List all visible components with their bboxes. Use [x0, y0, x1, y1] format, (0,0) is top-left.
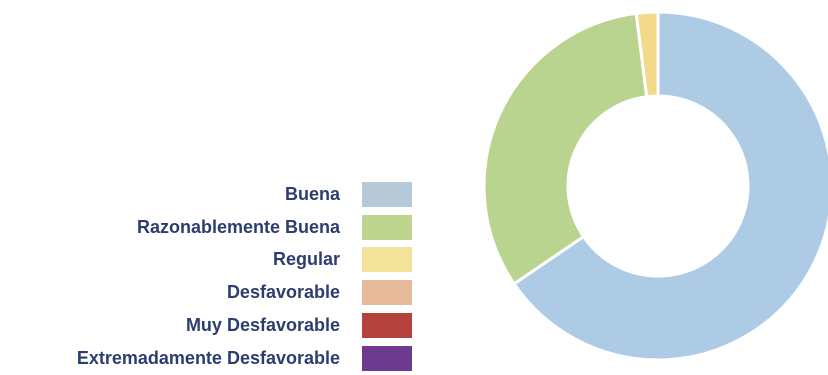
legend-item-extremadamente-desfavorable: Extremadamente Desfavorable [0, 342, 412, 375]
legend-item-regular: Regular [0, 244, 412, 277]
legend-swatch [362, 313, 412, 339]
legend-swatch [362, 280, 412, 306]
donut-slice-razonablemente-buena [482, 11, 649, 286]
legend-swatch [362, 181, 412, 207]
legend-swatch [362, 345, 412, 371]
legend-label: Extremadamente Desfavorable [76, 347, 340, 368]
legend-swatch [362, 214, 412, 240]
legend-label: Regular [272, 249, 340, 270]
donut-slice-buena [512, 10, 828, 362]
legend-item-buena: Buena [0, 178, 412, 211]
donut-slices [482, 10, 828, 362]
donut-slice-regular [634, 10, 660, 99]
legend-label: Desfavorable [226, 282, 340, 303]
legend-label: Muy Desfavorable [185, 315, 340, 336]
legend: Buena Razonablemente Buena Regular Desfa… [0, 178, 412, 375]
legend-item-muy-desfavorable: Muy Desfavorable [0, 309, 412, 342]
legend-item-desfavorable: Desfavorable [0, 276, 412, 309]
legend-label: Buena [284, 183, 340, 204]
legend-item-razonablemente-buena: Razonablemente Buena [0, 211, 412, 244]
legend-swatch [362, 247, 412, 273]
legend-label: Razonablemente Buena [136, 216, 340, 237]
